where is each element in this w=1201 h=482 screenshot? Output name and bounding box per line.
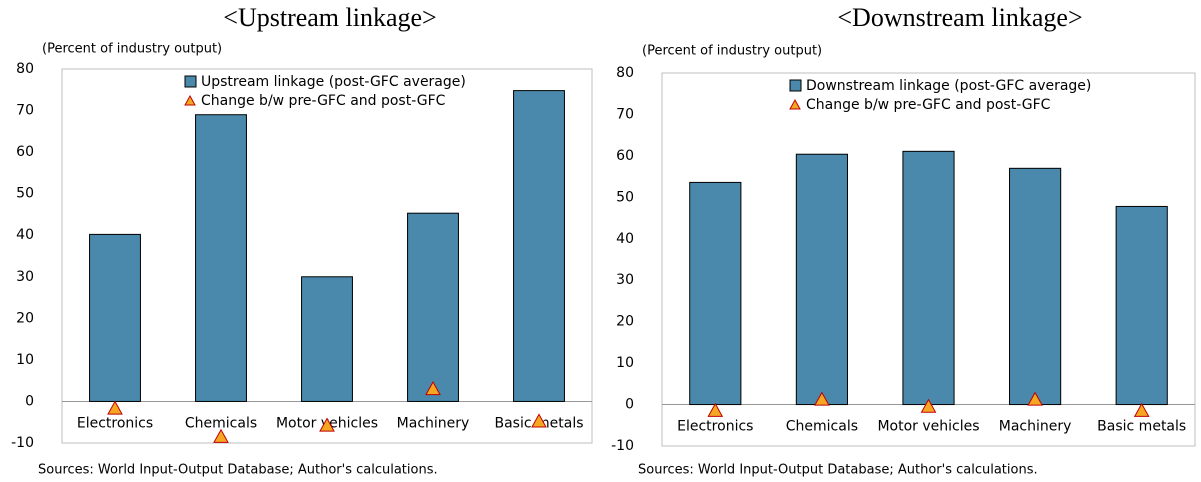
y-tick-label: 0	[625, 397, 634, 413]
chart-title: <Downstream linkage>	[837, 3, 1082, 32]
y-tick-label: 30	[16, 269, 34, 285]
x-tick-label: Electronics	[77, 415, 153, 431]
y-tick-label: 80	[616, 65, 634, 81]
source-note: Sources: World Input-Output Database; Au…	[38, 463, 438, 478]
y-tick-label: 10	[16, 352, 34, 368]
source-note: Sources: World Input-Output Database; Au…	[638, 463, 1038, 478]
y-tick-label: 0	[25, 393, 34, 409]
y-tick-label: 20	[16, 310, 34, 326]
legend-label: Change b/w pre-GFC and post-GFC	[201, 93, 446, 109]
y-tick-label: 40	[616, 231, 634, 247]
marker	[531, 413, 547, 428]
x-tick-label: Machinery	[999, 419, 1072, 435]
y-tick-label: 70	[16, 103, 34, 119]
bar	[1009, 167, 1062, 406]
bar	[1115, 205, 1168, 406]
bar	[195, 114, 247, 402]
x-tick-label: Basic metals	[1097, 419, 1186, 435]
bar	[407, 212, 459, 402]
legend-label: Upstream linkage (post-GFC average)	[201, 74, 466, 90]
x-tick-label: Chemicals	[185, 415, 257, 431]
marker	[920, 398, 937, 413]
marker	[1133, 402, 1150, 417]
legend-label: Downstream linkage (post-GFC average)	[806, 78, 1091, 94]
marker	[213, 428, 229, 443]
bar	[795, 153, 848, 406]
y-tick-label: 70	[616, 106, 634, 122]
x-tick-label: Machinery	[397, 415, 470, 431]
y-tick-label: 50	[616, 189, 634, 205]
y-tick-label: 30	[616, 272, 634, 288]
x-tick-label: Chemicals	[786, 419, 858, 435]
y-tick-label: 60	[16, 144, 34, 160]
legend-label: Change b/w pre-GFC and post-GFC	[806, 97, 1051, 113]
y-tick-label: 20	[616, 314, 634, 330]
legend-swatch	[789, 98, 801, 110]
bar	[513, 90, 565, 402]
marker	[425, 380, 441, 396]
bar	[301, 276, 353, 402]
marker	[107, 400, 123, 415]
bar	[89, 233, 141, 402]
axis-label: (Percent of industry output)	[642, 44, 822, 59]
y-tick-label: -10	[11, 435, 34, 451]
y-tick-label: 40	[16, 227, 34, 243]
y-tick-label: 60	[616, 148, 634, 164]
legend-swatch	[789, 79, 802, 92]
x-tick-label: Motor vehicles	[877, 419, 979, 435]
marker	[707, 402, 724, 417]
marker	[814, 391, 830, 406]
y-tick-label: 10	[616, 355, 634, 371]
y-tick-label: -10	[611, 438, 634, 454]
marker	[319, 417, 335, 432]
legend-swatch	[184, 75, 197, 88]
marker	[1027, 391, 1043, 406]
y-tick-label: 80	[16, 61, 34, 77]
bar	[902, 150, 955, 406]
x-tick-label: Electronics	[677, 419, 753, 435]
plot-area	[661, 72, 1196, 447]
bar	[689, 181, 742, 406]
plot-area	[61, 68, 593, 444]
y-tick-label: 50	[16, 186, 34, 202]
chart-title: <Upstream linkage>	[223, 3, 436, 32]
axis-label: (Percent of industry output)	[42, 42, 222, 57]
legend-swatch	[184, 94, 196, 106]
